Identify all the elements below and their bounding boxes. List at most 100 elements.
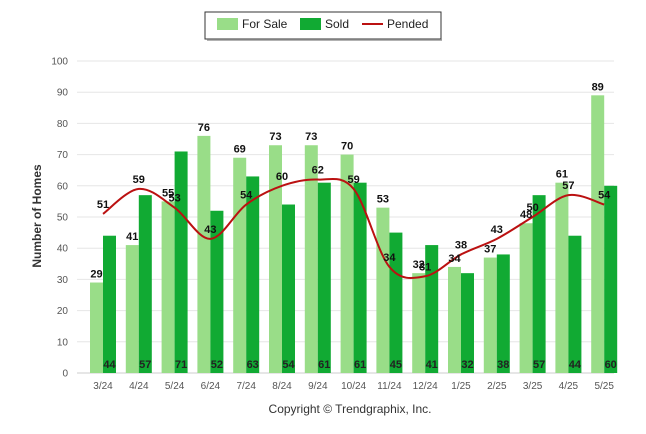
pended-value-label: 59 [133, 174, 145, 186]
y-tick-label: 80 [57, 119, 69, 130]
sold-value-label: 52 [211, 359, 223, 371]
pended-value-label: 62 [312, 165, 324, 177]
sold-value-label: 57 [533, 359, 545, 371]
x-tick-label: 12/24 [413, 381, 438, 392]
pended-value-label: 51 [97, 199, 109, 211]
bar-for-sale [304, 145, 318, 373]
y-tick-label: 20 [57, 306, 69, 317]
bar-sold [353, 182, 367, 373]
x-tick-label: 5/24 [165, 381, 185, 392]
bar-sold [246, 176, 260, 373]
bar-for-sale [340, 154, 354, 373]
bar-sold [103, 235, 116, 373]
x-tick-label: 11/24 [377, 381, 402, 392]
y-tick-label: 0 [62, 369, 68, 380]
pended-line-group [102, 177, 605, 280]
x-tick-label: 9/24 [308, 381, 328, 392]
x-tick-label: 4/25 [559, 381, 579, 392]
pended-value-label: 54 [240, 190, 253, 202]
x-tick-label: 10/24 [341, 381, 366, 392]
y-tick-label: 10 [57, 337, 69, 348]
pended-value-label: 43 [204, 224, 216, 236]
for-sale-value-label: 69 [234, 144, 246, 156]
x-tick-label: 5/25 [594, 381, 614, 392]
bar-for-sale [519, 223, 533, 373]
sold-value-label: 44 [103, 359, 116, 371]
sold-value-label: 44 [569, 359, 582, 371]
bar-sold [138, 195, 152, 373]
bar-sold [210, 210, 224, 373]
pended-value-label: 57 [562, 180, 574, 192]
bar-for-sale [376, 207, 390, 373]
sold-value-label: 38 [497, 359, 509, 371]
bar-for-sale [125, 245, 139, 373]
legend-swatch-for-sale [217, 18, 238, 30]
sold-value-label: 63 [247, 359, 259, 371]
data-labels: 29 44 41 57 55 71 76 52 69 63 73 54 73 61 70 61 53 45 32 41… [90, 81, 616, 371]
bar-sold [389, 232, 403, 373]
for-sale-value-label: 48 [520, 209, 532, 221]
sold-value-label: 57 [139, 359, 151, 371]
x-tick-label: 8/24 [272, 381, 292, 392]
bar-for-sale [90, 282, 103, 373]
x-tick-label: 4/24 [129, 381, 149, 392]
bars [90, 95, 618, 373]
pended-value-label: 38 [455, 239, 467, 251]
bar-sold [317, 182, 331, 373]
bar-for-sale [161, 201, 175, 373]
bar-for-sale [448, 266, 461, 373]
for-sale-value-label: 76 [198, 122, 210, 134]
legend-label-pended: Pended [387, 17, 428, 31]
for-sale-value-label: 29 [90, 269, 102, 281]
for-sale-value-label: 89 [592, 81, 604, 93]
legend-label-sold: Sold [325, 17, 349, 31]
for-sale-value-label: 37 [484, 244, 496, 256]
pended-line [102, 177, 605, 280]
bar-for-sale [233, 157, 247, 373]
sold-value-label: 61 [354, 359, 366, 371]
for-sale-value-label: 41 [126, 231, 138, 243]
x-tick-label: 2/25 [487, 381, 507, 392]
for-sale-value-label: 34 [448, 253, 461, 265]
bar-for-sale [412, 273, 426, 373]
for-sale-value-label: 73 [269, 131, 281, 143]
sold-value-label: 32 [461, 359, 473, 371]
x-axis: 3/24 4/24 5/24 6/24 7/24 8/24 9/24 10/24 11/24 12… [77, 372, 614, 392]
sold-value-label: 60 [605, 359, 617, 371]
sold-value-label: 41 [426, 359, 438, 371]
x-tick-label: 6/24 [201, 381, 221, 392]
for-sale-value-label: 53 [377, 194, 389, 206]
for-sale-value-label: 73 [305, 131, 317, 143]
bar-for-sale [197, 135, 211, 373]
pended-value-label: 53 [168, 193, 180, 205]
y-axis: 0 10 20 30 40 50 60 70 80 90 100 [51, 57, 68, 380]
y-tick-label: 50 [57, 213, 69, 224]
x-tick-label: 7/24 [236, 381, 256, 392]
bar-sold [425, 245, 439, 373]
sold-value-label: 54 [282, 359, 295, 371]
y-axis-title: Number of Homes [30, 164, 44, 268]
for-sale-value-label: 61 [556, 169, 568, 181]
pended-value-label: 59 [347, 174, 359, 186]
legend: For Sale Sold Pended [204, 11, 442, 41]
sold-value-label: 61 [318, 359, 330, 371]
for-sale-value-label: 70 [341, 141, 353, 153]
legend-swatch-sold [300, 18, 321, 30]
pended-value-label: 43 [491, 224, 503, 236]
y-tick-label: 60 [57, 181, 69, 192]
bar-sold [604, 185, 618, 373]
for-sale-value-label: 55 [162, 187, 174, 199]
pended-value-label: 50 [526, 202, 538, 214]
sold-value-label: 71 [175, 359, 187, 371]
y-tick-label: 70 [57, 150, 69, 161]
x-tick-label: 3/25 [523, 381, 543, 392]
copyright-text: Copyright © Trendgraphix, Inc. [269, 402, 432, 416]
bar-for-sale [483, 257, 497, 373]
sold-value-label: 45 [390, 359, 402, 371]
bar-sold [282, 204, 295, 373]
bar-for-sale [555, 182, 569, 373]
bar-sold [496, 254, 510, 373]
bar-sold [461, 273, 474, 373]
